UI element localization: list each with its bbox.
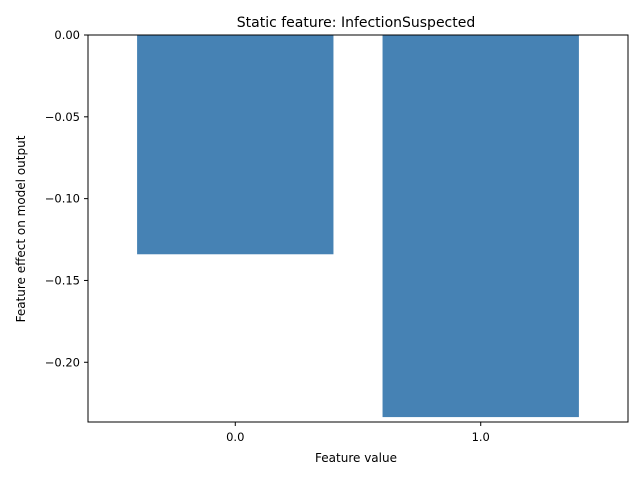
x-tick-label-0: 0.0 xyxy=(226,430,244,444)
chart-title: Static feature: InfectionSuspected xyxy=(237,15,476,31)
y-tick-label-4: −0.20 xyxy=(45,355,80,369)
bar-0 xyxy=(137,35,334,255)
x-tick-label-1: 1.0 xyxy=(472,430,490,444)
bar-1 xyxy=(382,35,579,418)
y-axis-label: Feature effect on model output xyxy=(14,135,28,322)
x-axis-label: Feature value xyxy=(315,451,397,465)
y-tick-label-1: −0.05 xyxy=(45,110,80,124)
plot-frame xyxy=(87,34,629,423)
y-tick-label-3: −0.15 xyxy=(45,273,80,287)
y-tick-label-0: 0.00 xyxy=(54,28,80,42)
y-tick-label-2: −0.10 xyxy=(45,192,80,206)
